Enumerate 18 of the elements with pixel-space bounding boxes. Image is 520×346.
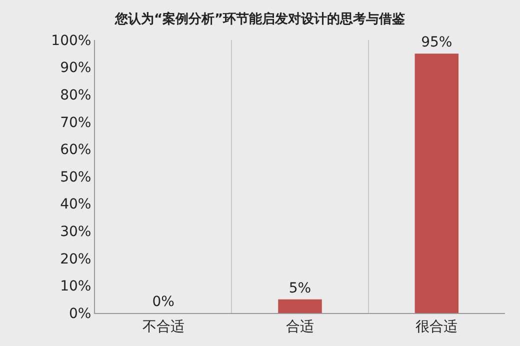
y-tick-label: 70% (60, 114, 92, 131)
x-tick-label: 合适 (286, 318, 314, 335)
data-label: 95% (421, 34, 452, 51)
y-tick-label: 60% (60, 142, 92, 158)
y-tick-label: 10% (60, 278, 92, 295)
y-tick-label: 0% (68, 306, 92, 322)
y-tick-label: 20% (60, 251, 92, 268)
y-tick-label: 90% (60, 60, 92, 76)
y-tick-label: 40% (60, 196, 92, 213)
data-label: 5% (288, 280, 312, 296)
y-tick-label: 100% (51, 32, 92, 49)
chart-title: 您认为“案例分析”环节能启发对设计的思考与借鉴 (114, 10, 406, 27)
x-tick-label: 不合适 (142, 318, 184, 335)
y-tick-label: 50% (60, 169, 92, 186)
y-tick-label: 80% (60, 88, 92, 104)
data-label: 0% (152, 294, 174, 310)
x-tick-label: 很合适 (416, 318, 458, 335)
y-tick-label: 30% (60, 224, 92, 240)
